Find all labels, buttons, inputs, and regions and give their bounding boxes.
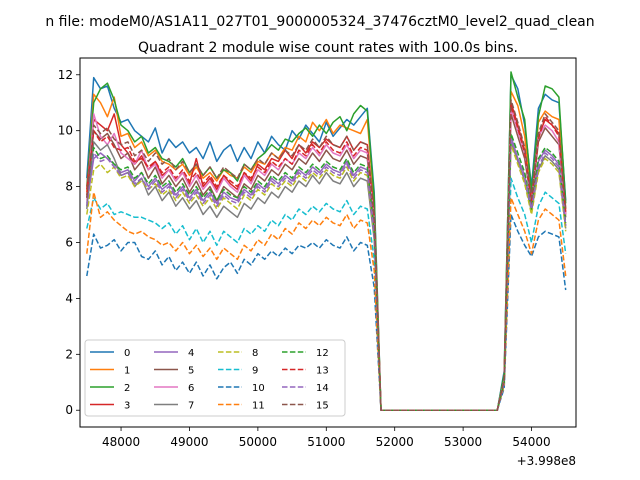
legend-label: 2: [124, 383, 130, 394]
legend-label: 10: [252, 383, 265, 394]
legend-label: 3: [124, 401, 130, 412]
chart-title: Quadrant 2 module wise count rates with …: [138, 40, 518, 56]
series-line-14: [86, 138, 567, 411]
legend-label: 12: [316, 348, 329, 359]
legend-label: 0: [124, 348, 130, 359]
legend-label: 5: [188, 366, 194, 377]
y-tick-label: 2: [65, 347, 73, 361]
y-tick-label: 12: [58, 68, 73, 82]
series-line-15: [86, 99, 567, 411]
legend-label: 1: [124, 366, 130, 377]
series-line-13: [86, 104, 567, 411]
x-axis: 48000 49000 50000 51000 52000 53000 54000: [102, 427, 551, 449]
legend-label: 7: [188, 401, 194, 412]
x-tick-label: 50000: [239, 435, 277, 449]
y-axis: 0 2 4 6 8 10 12: [58, 68, 80, 417]
y-tick-label: 4: [65, 291, 73, 305]
x-tick-label: 51000: [307, 435, 345, 449]
y-tick-label: 6: [65, 236, 73, 250]
x-tick-label: 54000: [512, 435, 550, 449]
x-tick-label: 48000: [102, 435, 140, 449]
x-tick-label: 52000: [376, 435, 414, 449]
y-tick-label: 0: [65, 403, 73, 417]
x-tick-label: 53000: [444, 435, 482, 449]
y-tick-label: 10: [58, 124, 73, 138]
legend-label: 15: [316, 401, 329, 412]
legend-label: 11: [252, 401, 265, 412]
x-tick-label: 49000: [170, 435, 208, 449]
y-tick-label: 8: [65, 180, 73, 194]
figure-suptitle: n file: modeM0/AS1A11_027T01_9000005324_…: [45, 14, 594, 30]
legend-label: 8: [252, 348, 258, 359]
legend-label: 4: [188, 348, 194, 359]
legend-label: 9: [252, 366, 258, 377]
legend-label: 13: [316, 366, 329, 377]
legend-label: 14: [316, 383, 329, 394]
legend-label: 6: [188, 383, 194, 394]
legend-box: [84, 339, 346, 417]
series-layer: [86, 71, 567, 411]
x-axis-offset-label: +3.998e8: [517, 454, 576, 468]
